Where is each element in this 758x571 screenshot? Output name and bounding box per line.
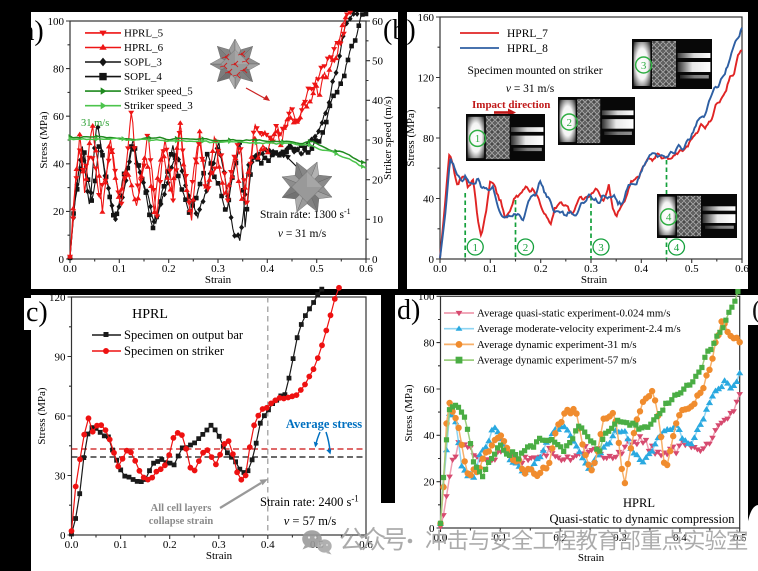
svg-text:0.1: 0.1 xyxy=(112,263,126,275)
svg-text:3: 3 xyxy=(641,60,647,72)
svg-text:Striker speed (m/s): Striker speed (m/s) xyxy=(382,96,394,180)
svg-text:80: 80 xyxy=(53,63,65,75)
svg-text:4: 4 xyxy=(666,212,672,224)
svg-text:Stress (MPa): Stress (MPa) xyxy=(405,109,417,166)
svg-text:Strain: Strain xyxy=(581,274,608,286)
svg-text:Average stress: Average stress xyxy=(286,417,362,431)
svg-text:v = 31 m/s: v = 31 m/s xyxy=(278,228,327,240)
svg-text:0.3: 0.3 xyxy=(212,539,226,551)
svg-text:30: 30 xyxy=(55,470,67,482)
svg-text:Striker speed_5: Striker speed_5 xyxy=(124,86,193,98)
svg-text:HPRL_6: HPRL_6 xyxy=(124,42,164,54)
svg-text:0.4: 0.4 xyxy=(261,539,275,551)
svg-text:2: 2 xyxy=(523,242,529,254)
svg-text:80: 80 xyxy=(424,337,436,349)
svg-text:0: 0 xyxy=(59,254,65,266)
svg-text:Strain rate: 1300 s-1: Strain rate: 1300 s-1 xyxy=(260,207,351,221)
svg-text:HPRL_7: HPRL_7 xyxy=(507,28,548,40)
svg-text:160: 160 xyxy=(418,12,435,24)
svg-text:Striker speed_3: Striker speed_3 xyxy=(124,100,193,112)
svg-text:0.2: 0.2 xyxy=(162,263,176,275)
svg-text:Specimen on output bar: Specimen on output bar xyxy=(124,328,244,342)
svg-text:Strain: Strain xyxy=(206,550,233,562)
svg-text:Average moderate-velocity expe: Average moderate-velocity experiment-2.4… xyxy=(477,323,681,335)
svg-text:0.5: 0.5 xyxy=(685,263,699,275)
svg-text:0.6: 0.6 xyxy=(359,263,373,275)
svg-text:0.1: 0.1 xyxy=(114,539,128,551)
svg-text:Average quasi-static experimen: Average quasi-static experiment-0.024 mm… xyxy=(477,308,670,320)
svg-text:HPRL: HPRL xyxy=(623,496,655,510)
svg-text:v = 57 m/s: v = 57 m/s xyxy=(284,514,337,528)
svg-text:Strain: Strain xyxy=(578,552,605,564)
svg-text:1: 1 xyxy=(472,242,478,254)
svg-text:4: 4 xyxy=(674,242,680,254)
svg-text:Stress (MPa): Stress (MPa) xyxy=(403,384,415,441)
svg-text:31 m/s: 31 m/s xyxy=(81,118,109,129)
svg-text:120: 120 xyxy=(49,292,66,304)
svg-text:0.3: 0.3 xyxy=(211,263,225,275)
svg-text:1: 1 xyxy=(475,133,481,145)
svg-text:40: 40 xyxy=(424,430,436,442)
svg-text:60: 60 xyxy=(55,411,67,423)
svg-text:0.4: 0.4 xyxy=(260,263,274,275)
svg-text:2: 2 xyxy=(566,117,572,129)
svg-text:30: 30 xyxy=(372,135,384,147)
svg-text:Average dynamic experiment-57: Average dynamic experiment-57 m/s xyxy=(477,355,637,367)
svg-text:HPRL_8: HPRL_8 xyxy=(507,43,548,55)
svg-text:40: 40 xyxy=(372,95,384,107)
svg-text:10: 10 xyxy=(372,214,384,226)
svg-text:0.6: 0.6 xyxy=(735,263,749,275)
svg-text:(: ( xyxy=(752,295,758,324)
svg-text:Strain: Strain xyxy=(205,274,232,286)
svg-text:120: 120 xyxy=(418,72,435,84)
svg-text:HPRL: HPRL xyxy=(132,307,168,322)
svg-text:Impact direction: Impact direction xyxy=(472,99,550,111)
svg-text:60: 60 xyxy=(372,16,384,28)
svg-text:0: 0 xyxy=(429,254,435,266)
svg-text:0.2: 0.2 xyxy=(163,539,177,551)
svg-text:60: 60 xyxy=(424,384,436,396)
svg-text:0.1: 0.1 xyxy=(483,263,497,275)
svg-text:0.4: 0.4 xyxy=(634,263,648,275)
svg-text:d): d) xyxy=(397,295,420,326)
svg-text:50: 50 xyxy=(372,56,384,68)
svg-text:0.3: 0.3 xyxy=(613,532,627,544)
svg-text:Specimen mounted on striker: Specimen mounted on striker xyxy=(467,65,602,77)
svg-text:SOPL_3: SOPL_3 xyxy=(124,57,162,69)
svg-text:Stress (MPa): Stress (MPa) xyxy=(38,111,50,168)
svg-text:Stress (MPa): Stress (MPa) xyxy=(36,387,48,444)
svg-text:20: 20 xyxy=(53,206,65,218)
svg-text:0.0: 0.0 xyxy=(63,263,77,275)
svg-text:3: 3 xyxy=(598,242,604,254)
svg-text:Specimen on striker: Specimen on striker xyxy=(124,344,225,358)
svg-text:collapse strain: collapse strain xyxy=(149,516,214,527)
svg-text:v = 31 m/s: v = 31 m/s xyxy=(506,83,555,95)
svg-text:HPRL_5: HPRL_5 xyxy=(124,28,164,40)
svg-text:40: 40 xyxy=(53,159,65,171)
svg-text:0.2: 0.2 xyxy=(534,263,548,275)
svg-text:0.0: 0.0 xyxy=(433,263,447,275)
svg-text:0.3: 0.3 xyxy=(584,263,598,275)
svg-text:a): a) xyxy=(22,16,44,47)
svg-text:40: 40 xyxy=(423,193,435,205)
svg-text:Quasi-static to dynamic compre: Quasi-static to dynamic compression xyxy=(549,512,735,526)
svg-text:0.5: 0.5 xyxy=(310,263,324,275)
svg-text:All cell layers: All cell layers xyxy=(151,503,212,514)
svg-text:20: 20 xyxy=(424,477,436,489)
svg-text:100: 100 xyxy=(418,291,435,303)
svg-text:20: 20 xyxy=(372,175,384,187)
svg-text:Average dynamic experiment-31: Average dynamic experiment-31 m/s xyxy=(477,339,637,351)
svg-text:c): c) xyxy=(26,297,48,328)
svg-text:0: 0 xyxy=(429,523,435,535)
svg-text:0: 0 xyxy=(60,530,66,542)
svg-text:90: 90 xyxy=(55,351,67,363)
svg-text:0.0: 0.0 xyxy=(65,539,79,551)
svg-text:100: 100 xyxy=(48,16,65,28)
svg-text:60: 60 xyxy=(53,111,65,123)
svg-text:Strain rate: 2400 s-1: Strain rate: 2400 s-1 xyxy=(260,494,359,510)
svg-text:(b): (b) xyxy=(383,15,416,46)
svg-text:80: 80 xyxy=(423,133,435,145)
svg-text:0: 0 xyxy=(372,254,378,266)
svg-text:SOPL_4: SOPL_4 xyxy=(124,71,162,83)
